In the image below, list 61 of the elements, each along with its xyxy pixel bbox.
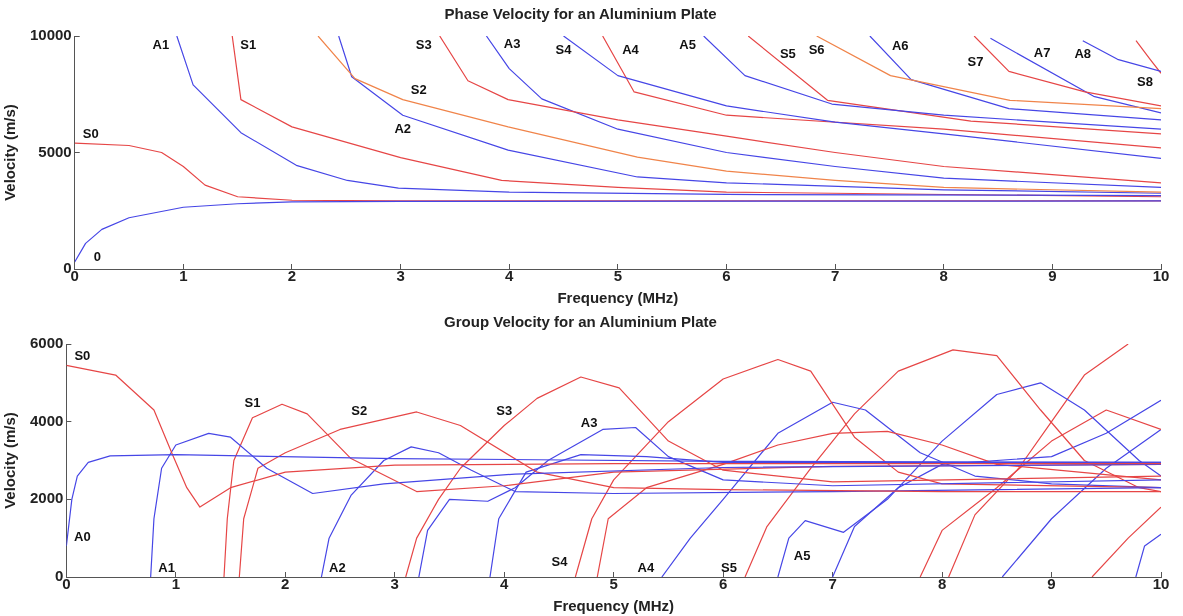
x-tick-label: 5 (613, 267, 623, 285)
series-label: A7 (1033, 44, 1051, 60)
series-label: A5 (679, 36, 696, 52)
series-label: S4 (551, 554, 569, 570)
series-label: A2 (394, 120, 412, 136)
x-tick-label: 1 (171, 575, 180, 593)
chart-title: Group Velocity for an Aluminium Plate (444, 313, 717, 331)
x-axis-title: Frequency (MHz) (557, 289, 679, 307)
series-label: A3 (503, 35, 521, 51)
chart-title: Phase Velocity for an Aluminium Plate (444, 5, 717, 23)
x-tick-label: 3 (396, 267, 405, 285)
series-label: A0 (74, 528, 91, 544)
y-tick-label: 4000 (29, 411, 64, 429)
y-axis-title: Velocity (m/s) (1, 104, 19, 201)
x-tick-label: 5 (609, 575, 618, 593)
series-label: A8 (1074, 46, 1092, 62)
series-label: A4 (637, 559, 655, 575)
x-tick-label: 7 (830, 267, 840, 285)
series-label: S1 (240, 36, 257, 52)
series-label: S8 (1137, 73, 1153, 89)
series-label: S4 (555, 41, 573, 57)
series-label: S2 (410, 82, 427, 98)
x-tick-label: 9 (1047, 575, 1056, 593)
x-tick-label: 4 (505, 267, 515, 285)
y-tick-label: 5000 (38, 142, 72, 160)
series-label: 0 (93, 248, 102, 264)
series-label: S7 (967, 54, 984, 70)
series-label: S0 (74, 347, 91, 363)
series-label: A4 (622, 41, 640, 57)
series-label: A5 (793, 548, 811, 564)
x-tick-label: 6 (722, 267, 731, 285)
series-label: A6 (891, 38, 909, 54)
series-label: A3 (580, 414, 598, 430)
x-tick-label: 1 (179, 267, 188, 285)
series-label: S5 (721, 559, 737, 575)
series-label: A1 (158, 559, 175, 575)
series-label: S5 (779, 45, 796, 61)
x-tick-label: 2 (287, 267, 297, 285)
series-label: S6 (808, 41, 825, 57)
series-label: S0 (82, 125, 99, 141)
y-axis-title: Velocity (m/s) (1, 412, 19, 509)
x-tick-label: 7 (828, 575, 837, 593)
x-axis-title: Frequency (MHz) (553, 597, 675, 615)
series-label: S3 (415, 36, 432, 52)
x-tick-label: 3 (390, 575, 399, 593)
y-tick-label: 6000 (29, 334, 64, 352)
x-tick-label: 10 (1152, 575, 1170, 593)
x-tick-label: 9 (1048, 267, 1057, 285)
series-label: A2 (329, 559, 346, 575)
y-tick-label: 10000 (29, 26, 72, 44)
x-tick-label: 8 (937, 575, 947, 593)
series-label: S3 (496, 403, 513, 419)
series-label: S2 (351, 402, 368, 418)
y-tick-label: 2000 (29, 489, 64, 507)
x-tick-label: 4 (500, 575, 510, 593)
x-tick-label: 6 (718, 575, 728, 593)
x-tick-label: 2 (281, 575, 290, 593)
series-label: S1 (244, 395, 261, 411)
x-tick-label: 10 (1152, 267, 1170, 285)
x-tick-label: 8 (939, 267, 948, 285)
series-label: A1 (152, 36, 170, 52)
